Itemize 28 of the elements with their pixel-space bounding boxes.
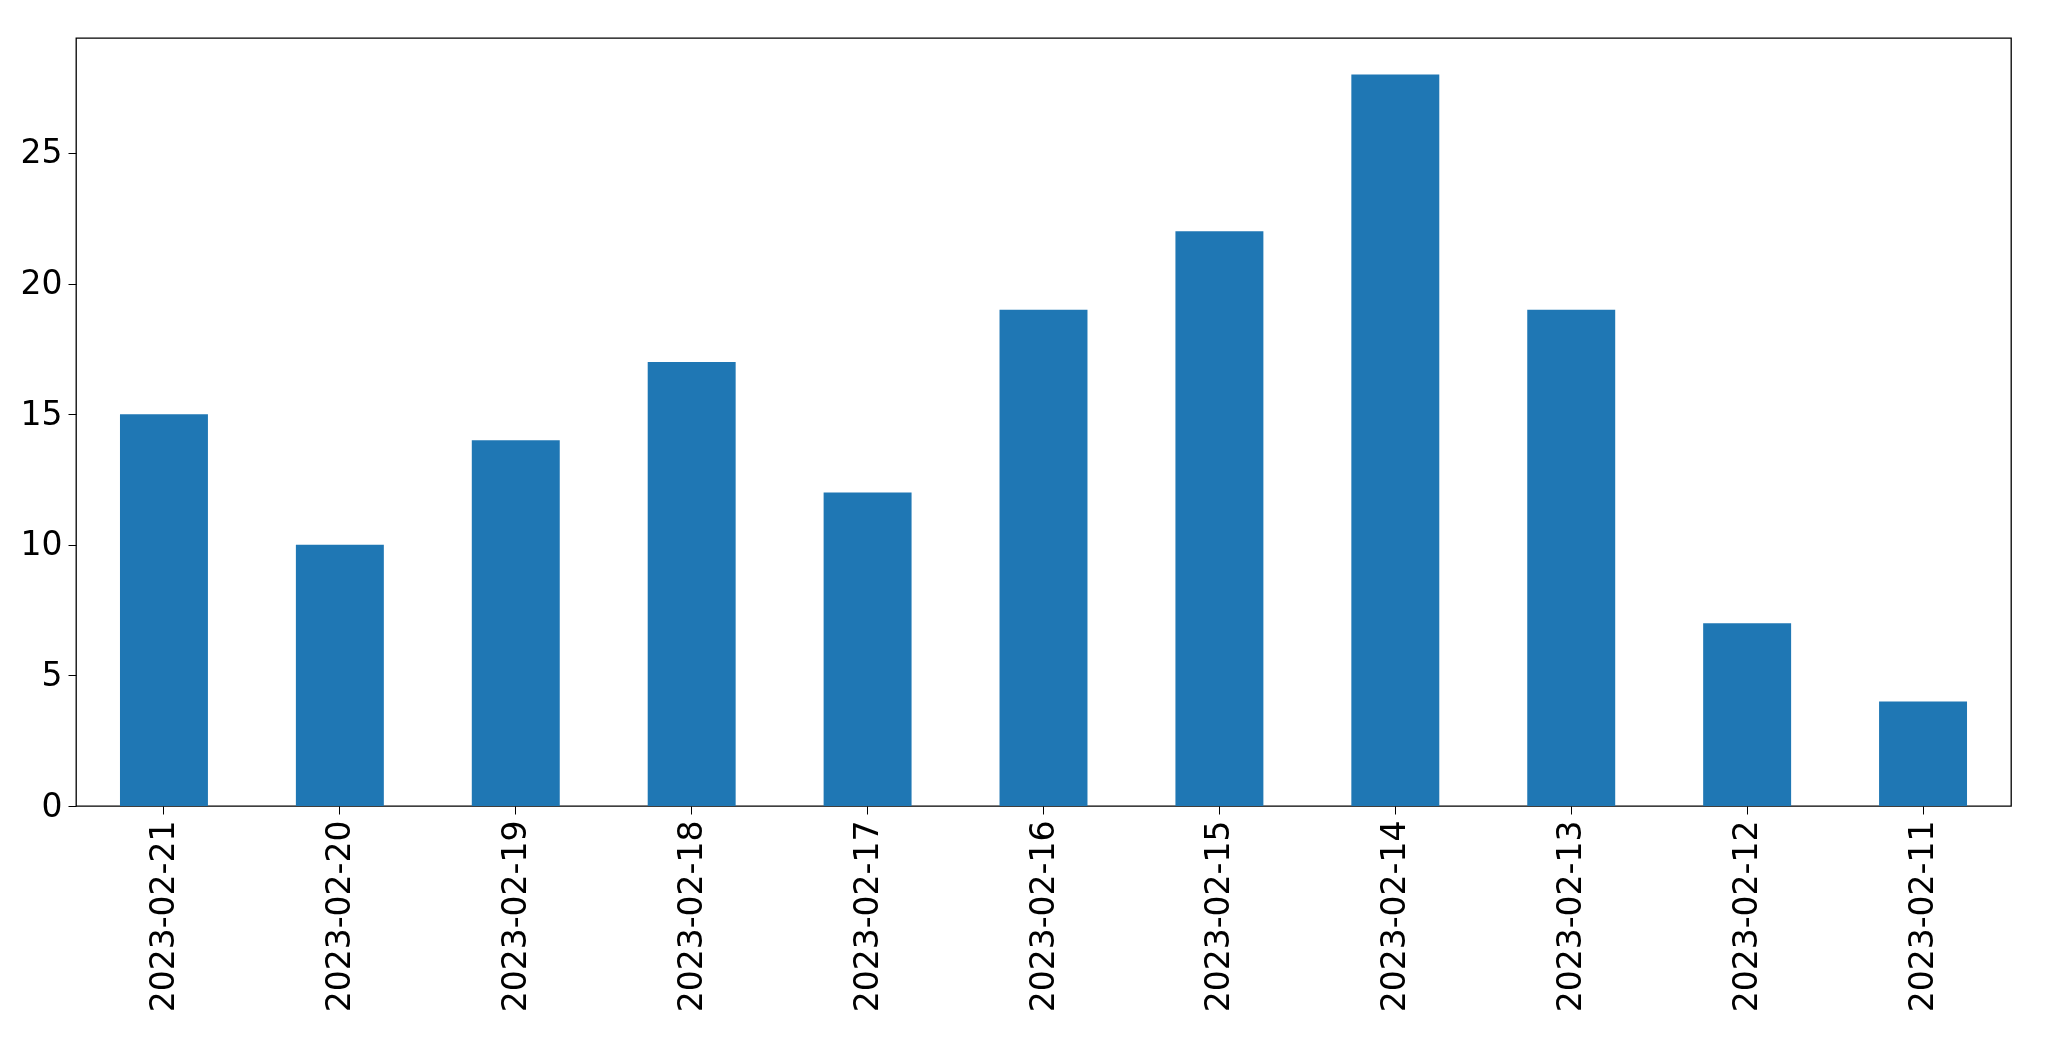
bar [471,440,560,806]
bar [1879,701,1968,806]
y-tick-label: 10 [20,524,63,564]
x-tick-label: 2023-02-13 [1550,820,1590,1013]
bar [1175,231,1264,806]
bar [999,309,1088,806]
x-tick-label: 2023-02-19 [494,820,534,1013]
x-tick-label: 2023-02-14 [1374,820,1414,1013]
x-tick-label: 2023-02-17 [846,820,886,1013]
bar [1703,623,1792,806]
x-tick-label: 2023-02-12 [1726,820,1766,1013]
y-tick-label: 0 [41,785,63,825]
bar [647,361,736,806]
y-tick-label: 15 [20,393,63,433]
bar [823,492,912,806]
bar [1351,74,1440,806]
x-tick-label: 2023-02-21 [142,820,182,1013]
x-tick-label: 2023-02-16 [1022,820,1062,1013]
bar [295,544,384,806]
x-tick-label: 2023-02-18 [670,820,710,1013]
x-tick-label: 2023-02-20 [318,820,358,1013]
y-tick-label: 20 [20,263,63,303]
y-tick-label: 5 [41,654,63,694]
bar [1527,309,1616,806]
x-tick-label: 2023-02-11 [1902,820,1942,1013]
bar [119,414,208,806]
y-tick-label: 25 [20,132,63,172]
x-tick-label: 2023-02-15 [1198,820,1238,1013]
